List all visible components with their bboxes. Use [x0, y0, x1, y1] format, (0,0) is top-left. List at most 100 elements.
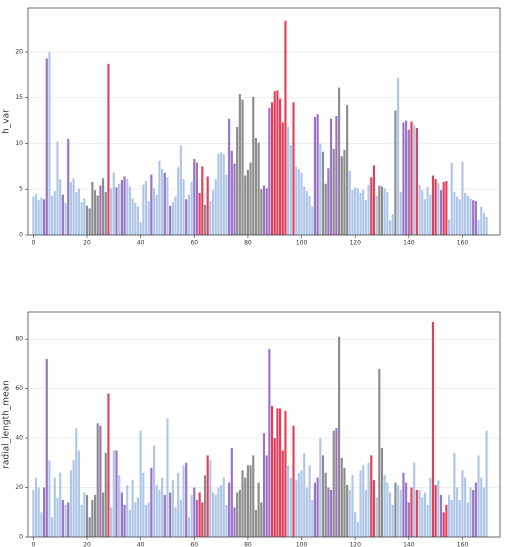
bar — [77, 188, 81, 235]
bar — [244, 477, 247, 537]
bar — [375, 497, 378, 537]
bar — [99, 425, 102, 537]
bar — [96, 423, 99, 537]
bar — [399, 490, 402, 537]
bar — [85, 494, 89, 537]
bar — [287, 465, 290, 537]
bar — [265, 455, 268, 537]
bar — [281, 122, 284, 235]
bar — [32, 490, 35, 537]
bar — [413, 462, 416, 537]
bar — [67, 502, 70, 537]
bar — [51, 517, 54, 537]
bar — [367, 184, 370, 235]
bar — [332, 148, 335, 235]
bar — [418, 490, 421, 537]
bar — [391, 213, 394, 235]
bar — [327, 168, 330, 235]
bar — [273, 438, 276, 537]
bar — [252, 96, 255, 236]
axes-frame — [27, 7, 501, 236]
bar — [142, 472, 145, 537]
bar — [185, 199, 188, 235]
bar — [469, 198, 472, 235]
bar — [112, 450, 115, 537]
bar — [158, 160, 161, 235]
bar — [383, 188, 386, 235]
bar — [96, 195, 99, 235]
bar — [464, 477, 467, 537]
bar — [136, 206, 140, 235]
bar — [37, 487, 40, 537]
bar — [453, 191, 456, 235]
bar — [128, 509, 131, 537]
bar — [418, 184, 421, 235]
bar — [142, 184, 145, 235]
bar — [104, 191, 107, 235]
bar — [147, 502, 150, 537]
bar — [434, 485, 437, 537]
bar — [480, 477, 483, 537]
y-axis-label: radial_length_mean — [2, 380, 12, 469]
bar — [225, 174, 228, 235]
bar — [421, 497, 424, 537]
bar — [211, 492, 215, 537]
bar — [211, 190, 215, 235]
bar — [477, 220, 480, 235]
bar — [442, 181, 445, 235]
bar — [195, 162, 199, 235]
bar — [236, 126, 239, 235]
bar — [102, 492, 105, 537]
bar — [332, 430, 335, 537]
bar — [102, 178, 105, 235]
bar — [335, 116, 338, 235]
bar — [69, 181, 72, 235]
bar — [359, 192, 362, 235]
bar — [472, 490, 475, 537]
bar — [311, 499, 314, 537]
bar — [279, 98, 282, 235]
subplot: 0 5 10 15 20 0 20 40 60 80 100 120 140 160 h_var — [2, 7, 501, 247]
x-tick-label: 160 — [457, 542, 469, 547]
bar — [284, 20, 287, 236]
bar — [230, 447, 233, 537]
bar — [80, 504, 83, 537]
bar — [321, 151, 325, 235]
bar — [319, 143, 322, 235]
bar — [187, 517, 190, 537]
bar — [152, 445, 156, 537]
bar — [292, 425, 295, 537]
bar — [362, 190, 365, 235]
y-tick-label: 60 — [15, 385, 23, 392]
bar — [407, 129, 410, 235]
x-tick-label: 80 — [244, 240, 252, 247]
bar — [177, 472, 180, 537]
bar — [51, 195, 54, 235]
bar — [472, 200, 475, 235]
bar — [241, 470, 244, 537]
bar — [182, 179, 185, 235]
bar — [305, 191, 308, 235]
bar — [297, 169, 300, 235]
bar — [399, 191, 402, 235]
subplot: 0 20 40 60 80 0 20 40 60 80 100 120 140 160 radial_len… — [2, 311, 501, 547]
bar — [474, 482, 477, 537]
bar — [185, 462, 188, 537]
y-tick-label: 40 — [15, 435, 23, 442]
bar — [380, 186, 384, 235]
x-tick-label: 120 — [349, 542, 361, 547]
bar — [201, 166, 204, 235]
bar — [244, 175, 247, 235]
bar — [270, 405, 274, 537]
bar — [407, 502, 410, 537]
bar — [450, 499, 453, 537]
bar — [284, 410, 287, 537]
bar — [48, 51, 51, 235]
bar — [442, 512, 445, 537]
bar — [402, 122, 405, 235]
y-tick-label: 5 — [19, 186, 23, 193]
bar — [155, 194, 158, 235]
bar — [93, 494, 97, 537]
bar — [405, 482, 408, 537]
bar — [453, 452, 456, 537]
